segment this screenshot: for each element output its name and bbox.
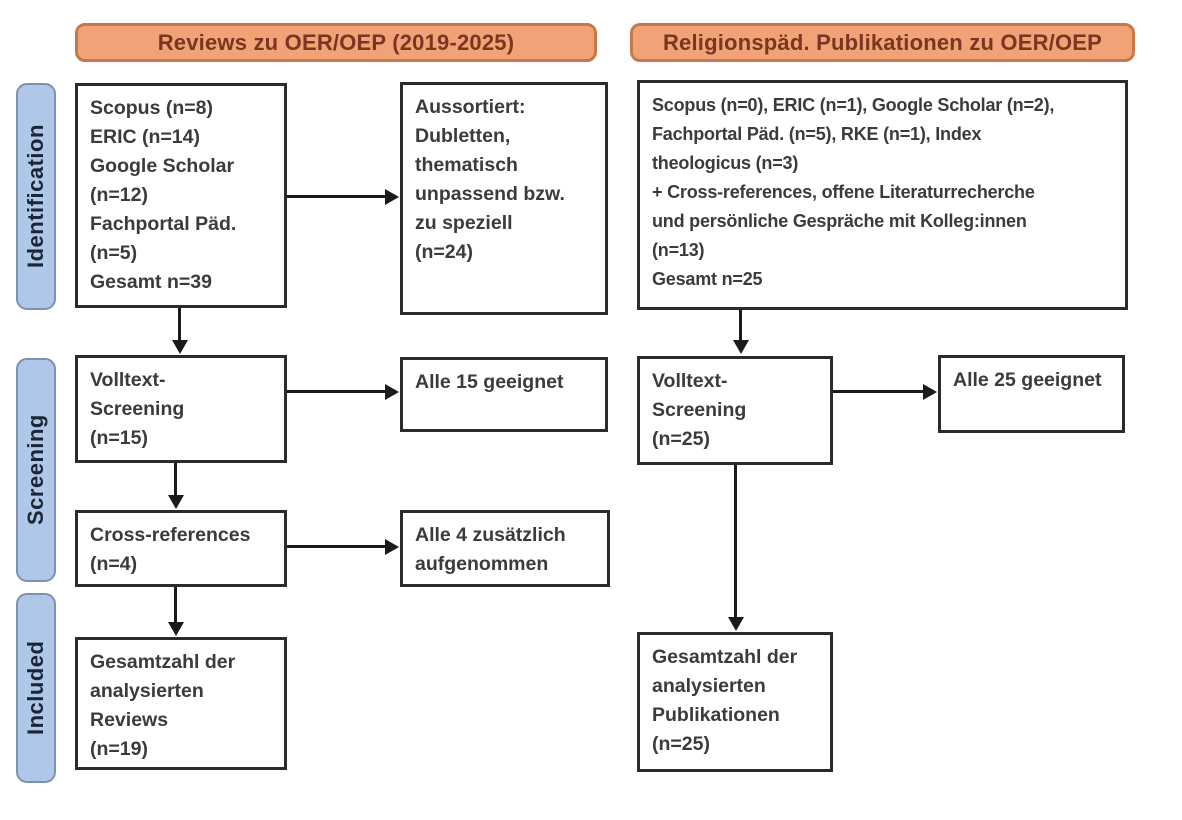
arrow-left-fulltext-to-result bbox=[287, 383, 399, 400]
box-left-excluded: Aussortiert: Dubletten, thematisch unpas… bbox=[400, 82, 608, 315]
arrow-right-sources-down bbox=[732, 310, 749, 354]
column-header-reviews: Reviews zu OER/OEP (2019-2025) bbox=[75, 23, 597, 62]
box-left-cross-references-result: Alle 4 zusätzlich aufgenommen bbox=[400, 510, 610, 587]
box-right-included-total: Gesamtzahl der analysierten Publikatione… bbox=[637, 632, 833, 772]
arrow-left-crossref-down bbox=[167, 587, 184, 636]
box-left-sources: Scopus (n=8) ERIC (n=14) Google Scholar … bbox=[75, 83, 287, 308]
box-right-fulltext-screening: Volltext- Screening (n=25) bbox=[637, 356, 833, 465]
box-left-fulltext-result: Alle 15 geeignet bbox=[400, 357, 608, 432]
box-left-cross-references: Cross-references (n=4) bbox=[75, 510, 287, 587]
arrow-left-sources-down bbox=[171, 308, 188, 354]
stage-label-screening: Screening bbox=[16, 358, 56, 582]
arrow-right-fulltext-down bbox=[727, 465, 744, 631]
arrow-right-fulltext-to-result bbox=[833, 383, 937, 400]
arrow-left-fulltext-down bbox=[167, 463, 184, 509]
box-right-fulltext-result: Alle 25 geeignet bbox=[938, 355, 1125, 433]
stage-label-identification: Identification bbox=[16, 83, 56, 310]
arrow-left-sources-to-excluded bbox=[287, 188, 399, 205]
stage-label-included: Included bbox=[16, 593, 56, 783]
box-left-fulltext-screening: Volltext- Screening (n=15) bbox=[75, 355, 287, 463]
box-right-sources: Scopus (n=0), ERIC (n=1), Google Scholar… bbox=[637, 80, 1128, 310]
box-left-included-total: Gesamtzahl der analysierten Reviews (n=1… bbox=[75, 637, 287, 770]
arrow-left-crossref-to-result bbox=[287, 538, 399, 555]
column-header-religionspaed: Religionspäd. Publikationen zu OER/OEP bbox=[630, 23, 1135, 62]
